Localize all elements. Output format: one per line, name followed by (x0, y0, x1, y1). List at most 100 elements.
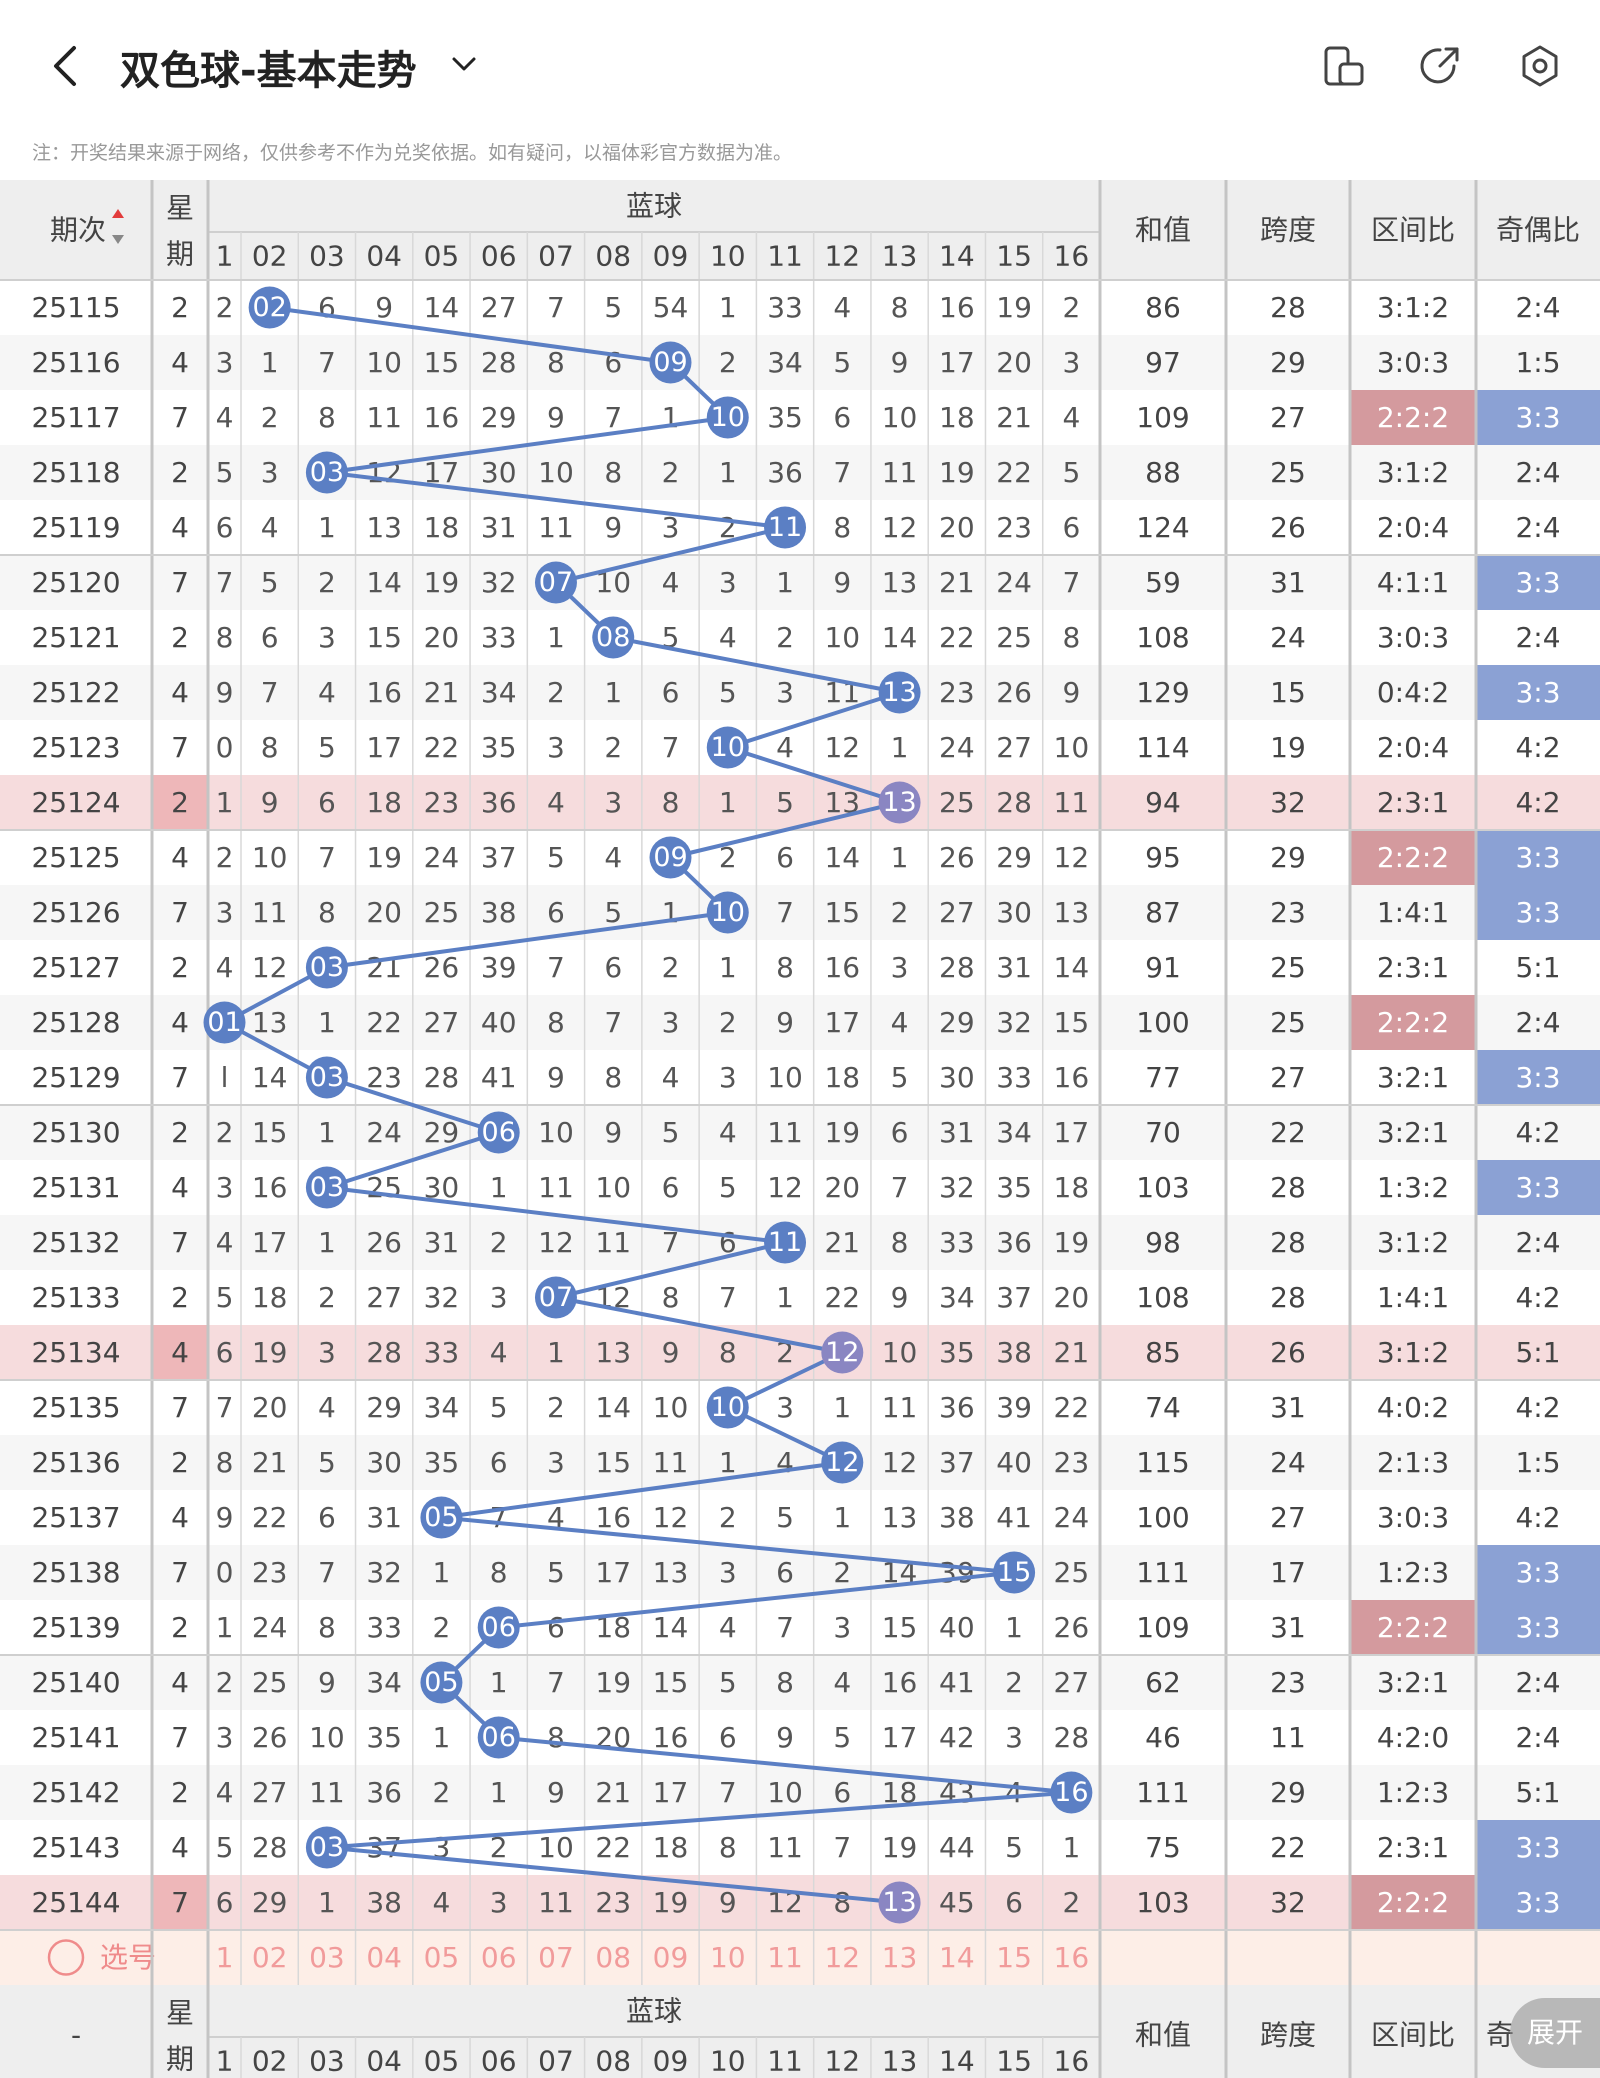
select-number[interactable]: 11 (767, 1941, 803, 1974)
miss-count-cell: 9 (776, 1006, 794, 1039)
chevron-down-icon[interactable] (450, 50, 478, 78)
blue-ball (821, 1441, 864, 1484)
select-number[interactable]: 15 (996, 1941, 1032, 1974)
page-title[interactable]: 双色球-基本走势 (120, 48, 417, 94)
span-cell: 26 (1270, 1336, 1306, 1369)
miss-count-cell: 10 (595, 1171, 631, 1204)
miss-count-cell: 1 (891, 731, 909, 764)
miss-count-cell: 20 (424, 621, 460, 654)
select-number[interactable]: 13 (882, 1941, 918, 1974)
footer-blue-number: 1 (216, 2045, 234, 2078)
period-cell: 25115 (31, 291, 120, 324)
miss-count-cell: 2 (662, 951, 680, 984)
miss-count-cell: 5 (1062, 456, 1080, 489)
oddeven-cell: 3:3 (1515, 1171, 1560, 1204)
miss-count-cell: 2 (662, 456, 680, 489)
select-number[interactable]: 16 (1054, 1941, 1090, 1974)
miss-count-cell: 8 (261, 731, 279, 764)
blue-ball-number: 07 (539, 567, 573, 598)
week-cell: 2 (171, 291, 189, 324)
chevron-left-icon[interactable] (44, 44, 88, 88)
week-cell: 2 (171, 621, 189, 654)
oddeven-cell: 2:4 (1515, 1006, 1560, 1039)
zone-cell: 3:1:2 (1377, 291, 1449, 324)
span-cell: 11 (1270, 1721, 1306, 1754)
miss-count-cell: 6 (833, 1776, 851, 1809)
blue-ball (477, 1716, 520, 1759)
miss-count-cell: 32 (996, 1006, 1032, 1039)
miss-count-cell: 7 (318, 1556, 336, 1589)
period-cell: 25119 (31, 511, 120, 544)
miss-count-cell: 25 (424, 896, 460, 929)
miss-count-cell: 14 (653, 1611, 689, 1644)
zone-hit-cell (1350, 1875, 1476, 1930)
blue-ball (203, 1001, 246, 1044)
select-number[interactable]: 08 (595, 1941, 631, 1974)
miss-count-cell: 3 (1062, 346, 1080, 379)
miss-count-cell: 7 (547, 1666, 565, 1699)
footer-week-top: 星 (166, 1997, 194, 2030)
table-row (0, 885, 1600, 940)
table-row (0, 1655, 1600, 1710)
miss-count-cell: 1 (1062, 1831, 1080, 1864)
zone-cell: 2:3:1 (1377, 951, 1449, 984)
miss-count-cell: 4 (433, 1886, 451, 1919)
miss-count-cell: 15 (252, 1116, 288, 1149)
miss-count-cell: 32 (424, 1281, 460, 1314)
week-highlight-cell (152, 1875, 208, 1930)
miss-count-cell: 25 (996, 621, 1032, 654)
expand-button[interactable]: 展开 (1510, 1998, 1600, 2068)
zone-cell: 3:1:2 (1377, 1336, 1449, 1369)
miss-count-cell: 12 (882, 1446, 918, 1479)
select-number[interactable]: 09 (653, 1941, 689, 1974)
select-number[interactable]: 06 (481, 1941, 517, 1974)
miss-count-cell: 8 (318, 1611, 336, 1644)
miss-count-cell: 1 (833, 1501, 851, 1534)
miss-count-cell: 17 (939, 346, 975, 379)
miss-count-cell: 19 (824, 1116, 860, 1149)
miss-count-cell: 4 (833, 1666, 851, 1699)
blue-ball-number: 03 (310, 952, 344, 983)
table-row (0, 1490, 1600, 1545)
oddeven-cell: 1:5 (1515, 346, 1560, 379)
zone-cell: 2:0:4 (1377, 731, 1449, 764)
phone-layout-icon[interactable] (1322, 44, 1366, 88)
sum-cell: 86 (1145, 291, 1181, 324)
miss-count-cell: 39 (481, 951, 517, 984)
select-radio-icon[interactable] (47, 1939, 85, 1976)
select-number[interactable]: 05 (424, 1941, 460, 1974)
miss-count-cell: 35 (767, 401, 803, 434)
footer-blue-number: 13 (882, 2045, 918, 2078)
miss-count-cell: 30 (996, 896, 1032, 929)
miss-count-cell: 12 (538, 1226, 574, 1259)
select-number[interactable]: 02 (252, 1941, 288, 1974)
miss-count-cell: 3 (216, 346, 234, 379)
blue-ball (1050, 1771, 1093, 1814)
miss-count-cell: 8 (604, 1061, 622, 1094)
select-number[interactable]: 12 (824, 1941, 860, 1974)
miss-count-cell: 22 (1054, 1391, 1090, 1424)
select-number[interactable]: 14 (939, 1941, 975, 1974)
week-cell: 4 (171, 1336, 189, 1369)
settings-icon[interactable] (1518, 44, 1562, 88)
miss-count-cell: 1 (719, 1446, 737, 1479)
miss-count-cell: 6 (547, 896, 565, 929)
miss-count-cell: 5 (216, 1281, 234, 1314)
zone-cell: 1:2:3 (1377, 1776, 1449, 1809)
select-number[interactable]: 1 (216, 1941, 234, 1974)
miss-count-cell: 25 (1054, 1556, 1090, 1589)
miss-count-cell: 12 (653, 1501, 689, 1534)
miss-count-cell: 21 (252, 1446, 288, 1479)
share-icon[interactable] (1418, 44, 1462, 88)
select-number[interactable]: 07 (538, 1941, 574, 1974)
select-number[interactable]: 04 (366, 1941, 402, 1974)
oddeven-cell: 3:3 (1515, 841, 1560, 874)
select-number[interactable]: 03 (309, 1941, 345, 1974)
footer-blue-number: 14 (939, 2045, 975, 2078)
oddeven-cell: 5:1 (1515, 1776, 1560, 1809)
header-blue-number: 10 (710, 240, 746, 273)
oddeven-cell: 3:3 (1515, 1556, 1560, 1589)
select-number[interactable]: 10 (710, 1941, 746, 1974)
miss-count-cell: 7 (719, 1281, 737, 1314)
sort-up-icon (112, 209, 124, 218)
